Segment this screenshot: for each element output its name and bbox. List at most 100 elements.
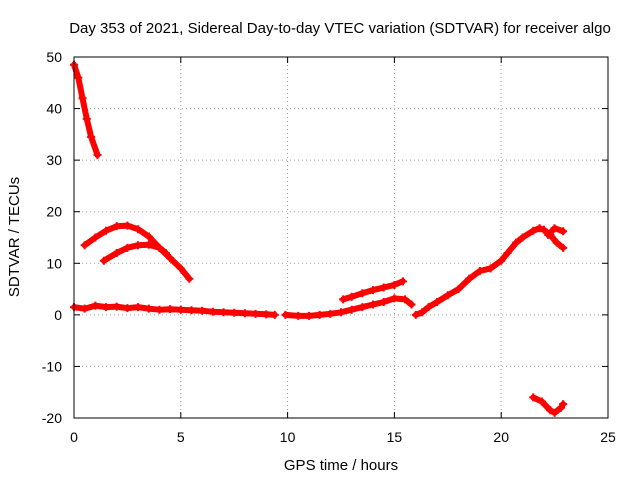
data-point	[102, 303, 111, 312]
data-point	[475, 267, 484, 276]
data-point	[401, 295, 410, 304]
data-point	[315, 310, 324, 319]
series-baseline	[70, 301, 279, 319]
data-point	[91, 301, 100, 310]
data-point	[550, 224, 559, 233]
data-point	[326, 309, 335, 318]
series-layer	[70, 60, 568, 417]
data-point	[208, 307, 217, 316]
data-point	[443, 291, 452, 300]
data-point	[497, 256, 506, 265]
data-point	[390, 294, 399, 303]
data-point	[80, 241, 89, 250]
y-tick-label: 30	[46, 152, 62, 168]
data-point	[99, 256, 108, 265]
y-tick-label: 10	[46, 255, 62, 271]
data-point	[82, 114, 91, 123]
x-tick-label: 15	[387, 429, 403, 445]
data-point	[123, 221, 132, 230]
series-arc-lower	[99, 240, 170, 265]
data-point	[379, 297, 388, 306]
data-point	[433, 297, 442, 306]
data-point	[337, 308, 345, 317]
data-point	[550, 408, 559, 417]
data-point	[262, 310, 271, 319]
series-baseline-2	[281, 294, 416, 320]
data-point	[166, 305, 175, 314]
data-point	[155, 243, 164, 252]
y-axis-label: SDTVAR / TECUs	[6, 177, 23, 297]
data-point	[529, 226, 538, 235]
data-point	[166, 254, 175, 263]
data-point	[398, 277, 407, 286]
data-point	[539, 225, 548, 234]
x-tick-label: 25	[600, 429, 616, 445]
data-point	[144, 232, 153, 241]
data-point	[134, 303, 143, 312]
data-point	[518, 233, 527, 242]
data-point	[87, 132, 96, 141]
y-tick-label: 20	[46, 204, 62, 220]
data-point	[123, 243, 132, 252]
data-point	[559, 243, 568, 252]
data-point	[155, 305, 164, 314]
data-point	[411, 310, 420, 319]
data-point	[347, 292, 356, 301]
data-point	[123, 304, 132, 313]
y-tick-label: 50	[46, 49, 62, 65]
data-point	[93, 150, 102, 159]
data-point	[134, 225, 143, 234]
x-tick-label: 20	[493, 429, 509, 445]
data-point	[144, 304, 153, 313]
y-tick-label: 40	[46, 101, 62, 117]
data-point	[407, 300, 416, 309]
data-point	[358, 289, 367, 298]
data-point	[187, 306, 196, 315]
series-line	[81, 222, 193, 282]
data-point	[535, 224, 544, 233]
plot-frame	[73, 56, 609, 419]
data-point	[281, 310, 290, 319]
data-point	[369, 286, 378, 295]
series-arc-upper	[80, 221, 194, 283]
chart-title: Day 353 of 2021, Sidereal Day-to-day VTE…	[69, 20, 611, 37]
data-point	[161, 248, 170, 257]
data-point	[379, 283, 388, 292]
data-point	[74, 73, 83, 82]
data-point	[112, 302, 121, 311]
x-tick-label: 10	[280, 429, 296, 445]
data-point	[230, 308, 239, 317]
series-mid-rise	[339, 277, 407, 304]
data-point	[529, 393, 538, 402]
data-point	[559, 400, 568, 409]
data-point	[270, 310, 279, 319]
data-point	[134, 241, 143, 250]
x-tick-label: 0	[70, 429, 78, 445]
data-point	[219, 308, 228, 317]
y-tick-label: 0	[54, 307, 62, 323]
series-late-tail	[544, 224, 568, 239]
y-tick-label: -10	[42, 358, 62, 374]
data-point	[544, 230, 553, 239]
x-axis-label: GPS time / hours	[284, 457, 398, 474]
data-point	[537, 397, 546, 406]
data-point	[424, 303, 433, 312]
data-point	[91, 233, 100, 242]
x-tick-label: 5	[177, 429, 185, 445]
data-point	[112, 248, 121, 257]
data-point	[80, 304, 89, 313]
data-point	[185, 274, 194, 283]
data-point	[465, 274, 474, 283]
data-point	[418, 308, 427, 317]
data-point	[102, 226, 111, 235]
y-tick-label: -20	[42, 410, 62, 426]
data-point	[198, 306, 207, 315]
data-point	[512, 238, 521, 247]
series-negative-dip	[529, 393, 568, 417]
series-late-climb	[411, 224, 568, 319]
data-point	[78, 94, 87, 103]
data-point	[251, 309, 260, 318]
data-point	[347, 305, 356, 314]
data-point	[294, 311, 303, 320]
